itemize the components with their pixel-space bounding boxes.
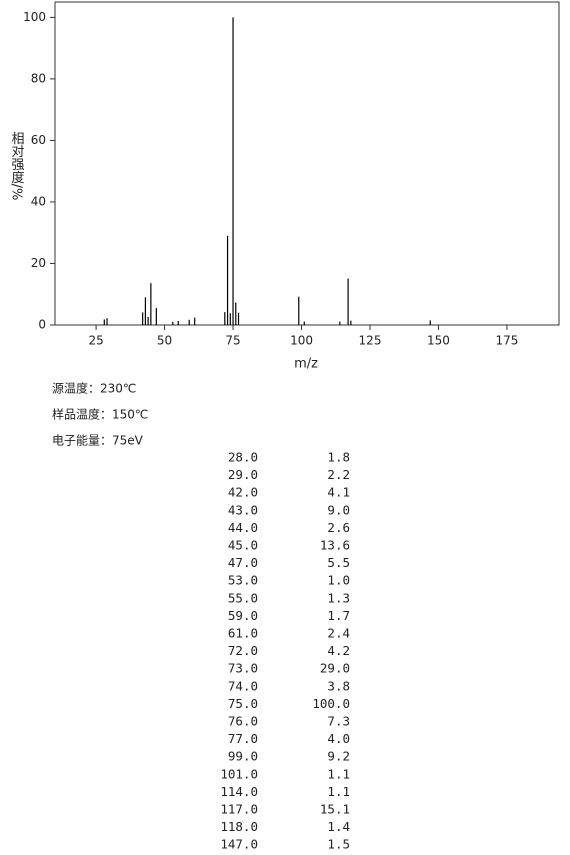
table-mz: 75.0	[228, 696, 258, 711]
table-mz: 118.0	[220, 819, 258, 834]
condition: 样品温度：150℃	[52, 407, 148, 422]
table-intensity: 2.4	[327, 626, 350, 641]
plot-frame	[54, 1, 560, 326]
table-mz: 147.0	[220, 837, 258, 852]
table-intensity: 1.1	[327, 784, 350, 799]
x-tick-label: 75	[225, 334, 240, 348]
y-tick-label: 40	[31, 194, 46, 208]
table-mz: 28.0	[228, 450, 258, 465]
table-intensity: 4.1	[327, 485, 350, 500]
x-tick-label: 175	[496, 334, 519, 348]
table-mz: 73.0	[228, 661, 258, 676]
table-mz: 42.0	[228, 485, 258, 500]
table-intensity: 9.0	[327, 502, 350, 517]
table-intensity: 1.8	[327, 450, 350, 465]
table-mz: 29.0	[228, 467, 258, 482]
table-mz: 43.0	[228, 502, 258, 517]
table-mz: 44.0	[228, 520, 258, 535]
table-mz: 74.0	[228, 678, 258, 693]
table-intensity: 9.2	[327, 749, 350, 764]
condition: 源温度：230℃	[52, 381, 136, 396]
table-intensity: 2.6	[327, 520, 350, 535]
table-mz: 53.0	[228, 573, 258, 588]
x-tick-label: 50	[157, 334, 172, 348]
table-intensity: 2.2	[327, 467, 350, 482]
table-intensity: 15.1	[320, 802, 350, 817]
table-mz: 47.0	[228, 555, 258, 570]
table-intensity: 1.7	[327, 608, 350, 623]
x-tick-label: 125	[359, 334, 382, 348]
table-intensity: 1.5	[327, 837, 350, 852]
table-mz: 117.0	[220, 802, 258, 817]
y-tick-label: 60	[31, 133, 46, 147]
table-intensity: 13.6	[320, 538, 350, 553]
y-tick-label: 20	[31, 256, 46, 270]
y-tick-label: 0	[38, 318, 46, 332]
y-tick-label: 100	[23, 10, 46, 24]
table-mz: 77.0	[228, 731, 258, 746]
table-mz: 55.0	[228, 590, 258, 605]
table-mz: 61.0	[228, 626, 258, 641]
table-mz: 114.0	[220, 784, 258, 799]
table-intensity: 100.0	[312, 696, 350, 711]
table-intensity: 1.4	[327, 819, 350, 834]
table-intensity: 29.0	[320, 661, 350, 676]
x-tick-label: 150	[427, 334, 450, 348]
table-mz: 101.0	[220, 766, 258, 781]
table-mz: 72.0	[228, 643, 258, 658]
table-intensity: 5.5	[327, 555, 350, 570]
x-tick-label: 25	[88, 334, 103, 348]
table-mz: 76.0	[228, 714, 258, 729]
y-tick-label: 80	[31, 71, 46, 85]
x-tick-label: 100	[290, 334, 313, 348]
x-axis-label: m/z	[294, 357, 318, 372]
table-mz: 45.0	[228, 538, 258, 553]
table-intensity: 4.0	[327, 731, 350, 746]
table-mz: 59.0	[228, 608, 258, 623]
table-intensity: 3.8	[327, 678, 350, 693]
table-intensity: 4.2	[327, 643, 350, 658]
y-axis-label: 相对强度/%	[9, 132, 25, 201]
table-intensity: 7.3	[327, 714, 350, 729]
table-intensity: 1.0	[327, 573, 350, 588]
condition: 电子能量：75eV	[52, 434, 144, 448]
table-intensity: 1.1	[327, 766, 350, 781]
table-mz: 99.0	[228, 749, 258, 764]
table-intensity: 1.3	[327, 590, 350, 605]
